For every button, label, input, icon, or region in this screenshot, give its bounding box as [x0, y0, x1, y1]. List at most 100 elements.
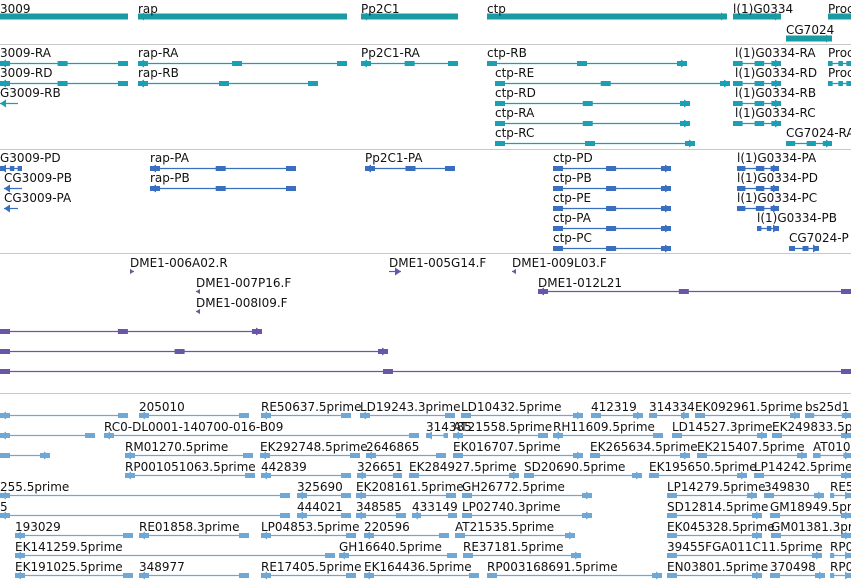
- est-feature-glyph[interactable]: [770, 571, 825, 580]
- transcript-feature-label[interactable]: 3009-RD: [0, 66, 53, 80]
- est-feature-glyph[interactable]: [830, 571, 851, 580]
- est-feature-glyph[interactable]: [813, 451, 851, 460]
- est-feature-glyph[interactable]: [15, 571, 133, 580]
- est-feature-glyph[interactable]: [339, 551, 457, 560]
- clone-feature-glyph[interactable]: [0, 347, 388, 356]
- cds-feature-label[interactable]: rap-PB: [150, 171, 190, 185]
- cds-feature-label[interactable]: l(1)G0334-PA: [737, 151, 817, 165]
- est-feature-label[interactable]: GM18949.5prin: [770, 500, 851, 514]
- est-feature-label[interactable]: RH11609.5prime: [553, 420, 655, 434]
- gene-feature-glyph[interactable]: [786, 34, 832, 43]
- est-feature-label[interactable]: EK045328.5prime: [667, 520, 775, 534]
- transcript-feature-glyph[interactable]: [733, 59, 781, 68]
- cds-feature-label[interactable]: l(1)G0334-PD: [737, 171, 818, 185]
- est-feature-glyph[interactable]: [805, 411, 851, 420]
- est-feature-glyph[interactable]: [356, 491, 456, 500]
- est-feature-label[interactable]: 255.5prime: [0, 480, 70, 494]
- est-feature-glyph[interactable]: [261, 411, 351, 420]
- est-feature-glyph[interactable]: [754, 471, 851, 480]
- cds-feature-label[interactable]: CG7024-P: [789, 231, 849, 245]
- est-feature-label[interactable]: GH26772.5prime: [462, 480, 565, 494]
- est-feature-label[interactable]: 412319: [591, 400, 637, 414]
- est-feature-glyph[interactable]: [125, 471, 255, 480]
- transcript-feature-glyph[interactable]: [0, 79, 128, 88]
- transcript-feature-glyph[interactable]: [733, 79, 781, 88]
- est-feature-label[interactable]: 314385: [426, 420, 472, 434]
- est-feature-label[interactable]: 349830: [764, 480, 810, 494]
- est-feature-glyph[interactable]: [667, 511, 762, 520]
- transcript-feature-label[interactable]: rap-RB: [138, 66, 179, 80]
- est-feature-label[interactable]: RM01270.5prime: [125, 440, 229, 454]
- est-feature-glyph[interactable]: [770, 511, 851, 520]
- est-feature-label[interactable]: LD19243.3prime: [360, 400, 461, 414]
- est-feature-glyph[interactable]: [125, 451, 253, 460]
- est-feature-label[interactable]: EK249833.5p: [772, 420, 851, 434]
- est-feature-glyph[interactable]: [487, 571, 662, 580]
- est-feature-glyph[interactable]: [366, 451, 446, 460]
- clone-feature-label[interactable]: DME1-006A02.R: [130, 256, 228, 270]
- clone-feature-label[interactable]: DME1-009L03.F: [512, 256, 607, 270]
- est-feature-label[interactable]: LP02740.3prime: [462, 500, 561, 514]
- est-feature-glyph[interactable]: [0, 451, 50, 460]
- gene-feature-label[interactable]: Proc: [828, 2, 851, 16]
- est-feature-glyph[interactable]: [139, 531, 249, 540]
- est-feature-label[interactable]: EK208161.5prime: [356, 480, 464, 494]
- est-feature-glyph[interactable]: [764, 491, 824, 500]
- cds-feature-glyph[interactable]: [737, 164, 779, 173]
- cds-feature-glyph[interactable]: [553, 204, 671, 213]
- cds-feature-glyph[interactable]: [553, 164, 671, 173]
- est-feature-label[interactable]: RP0: [830, 560, 851, 574]
- transcript-feature-glyph[interactable]: [495, 99, 690, 108]
- est-feature-glyph[interactable]: [409, 471, 519, 480]
- est-feature-glyph[interactable]: [260, 451, 360, 460]
- est-feature-glyph[interactable]: [426, 431, 448, 440]
- est-feature-glyph[interactable]: [104, 431, 419, 440]
- est-feature-label[interactable]: RE37181.5prime: [463, 540, 564, 554]
- est-feature-label[interactable]: EK092961.5prime: [695, 400, 803, 414]
- est-feature-label[interactable]: LP14242.5prime: [754, 460, 851, 474]
- est-feature-glyph[interactable]: [590, 451, 690, 460]
- est-feature-label[interactable]: RE5: [830, 480, 851, 494]
- cds-feature-glyph[interactable]: [150, 164, 296, 173]
- est-feature-label[interactable]: SD20690.5prime: [524, 460, 626, 474]
- clone-feature-glyph[interactable]: [538, 287, 851, 296]
- est-feature-glyph[interactable]: [463, 551, 581, 560]
- est-feature-label[interactable]: EK215407.5prime: [697, 440, 805, 454]
- cds-feature-label[interactable]: l(1)G0334-PB: [757, 211, 837, 225]
- est-feature-label[interactable]: LP14279.5prime: [667, 480, 766, 494]
- est-feature-glyph[interactable]: [261, 471, 351, 480]
- transcript-feature-label[interactable]: l(1)G0334-RB: [735, 86, 817, 100]
- est-feature-glyph[interactable]: [649, 411, 689, 420]
- est-feature-glyph[interactable]: [15, 531, 133, 540]
- est-feature-label[interactable]: SD12814.5prime: [667, 500, 769, 514]
- transcript-feature-label[interactable]: 3009-RA: [0, 46, 51, 60]
- cds-feature-glyph[interactable]: [365, 164, 455, 173]
- transcript-feature-label[interactable]: Pp2C1-RA: [361, 46, 420, 60]
- transcript-feature-glyph[interactable]: [495, 119, 690, 128]
- est-feature-glyph[interactable]: [297, 491, 351, 500]
- est-feature-glyph[interactable]: [357, 471, 402, 480]
- clone-feature-glyph[interactable]: [196, 307, 200, 316]
- gene-feature-label[interactable]: l(1)G0334: [733, 2, 794, 16]
- gene-feature-glyph[interactable]: [828, 12, 851, 21]
- est-feature-glyph[interactable]: [453, 451, 583, 460]
- est-feature-label[interactable]: 2646865: [366, 440, 420, 454]
- est-feature-label[interactable]: 325690: [297, 480, 343, 494]
- transcript-feature-label[interactable]: l(1)G0334-RA: [735, 46, 816, 60]
- transcript-feature-glyph[interactable]: [361, 59, 458, 68]
- est-feature-glyph[interactable]: [771, 531, 851, 540]
- est-feature-label[interactable]: 193029: [15, 520, 61, 534]
- est-feature-label[interactable]: EK191025.5prime: [15, 560, 123, 574]
- gene-feature-glyph[interactable]: [138, 12, 347, 21]
- est-feature-label[interactable]: EN03801.5prime: [667, 560, 769, 574]
- clone-feature-glyph[interactable]: [196, 287, 200, 296]
- est-feature-glyph[interactable]: [649, 471, 747, 480]
- transcript-feature-label[interactable]: l(1)G0334-RC: [735, 106, 816, 120]
- gene-feature-label[interactable]: CG7024: [786, 23, 835, 37]
- gene-feature-label[interactable]: 3009: [0, 2, 31, 16]
- est-feature-glyph[interactable]: [364, 531, 449, 540]
- est-feature-label[interactable]: 348977: [139, 560, 185, 574]
- clone-feature-glyph[interactable]: [0, 367, 851, 376]
- est-feature-glyph[interactable]: [455, 531, 575, 540]
- cds-feature-glyph[interactable]: [737, 204, 779, 213]
